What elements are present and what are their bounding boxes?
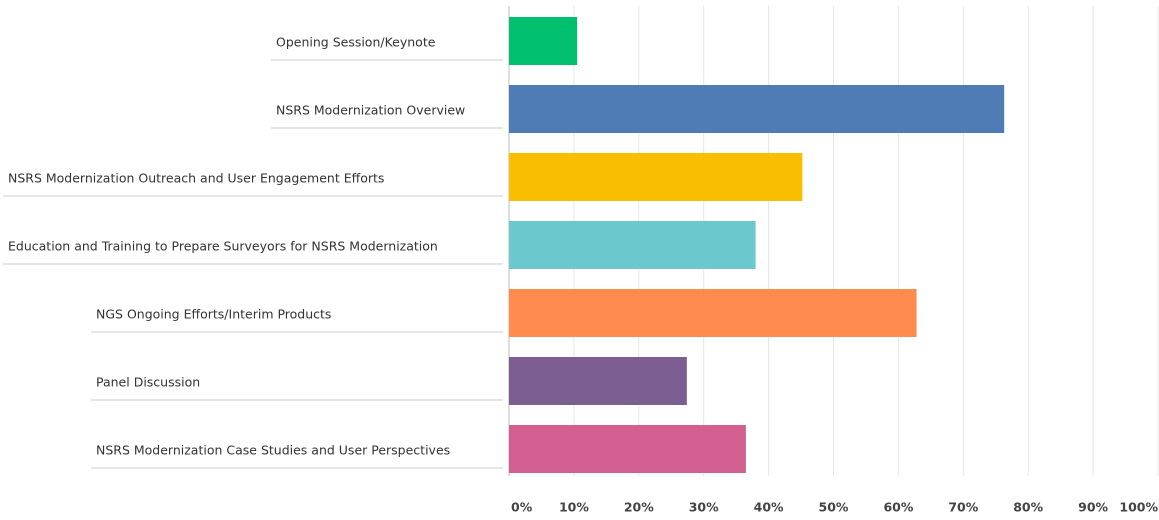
- bar: [509, 221, 756, 269]
- x-tick-label: 50%: [819, 500, 849, 515]
- bar: [509, 425, 746, 473]
- category-label: Opening Session/Keynote: [276, 35, 436, 50]
- bar: [509, 357, 687, 405]
- x-tick-label: 90%: [1078, 500, 1108, 515]
- category-label: NSRS Modernization Case Studies and User…: [96, 443, 450, 458]
- x-tick-label: 40%: [754, 500, 784, 515]
- x-tick-label: 100%: [1119, 500, 1158, 515]
- category-label: Panel Discussion: [96, 375, 200, 390]
- x-tick-label: 10%: [559, 500, 589, 515]
- x-tick-label: 30%: [689, 500, 719, 515]
- bar: [509, 85, 1005, 133]
- category-label: NSRS Modernization Outreach and User Eng…: [8, 171, 384, 186]
- bar: [509, 17, 578, 65]
- category-label: NGS Ongoing Efforts/Interim Products: [96, 307, 331, 322]
- x-tick-label: 80%: [1013, 500, 1043, 515]
- bar: [509, 153, 803, 201]
- bar: [509, 289, 917, 337]
- category-label: Education and Training to Prepare Survey…: [8, 239, 438, 254]
- category-label: NSRS Modernization Overview: [276, 103, 465, 118]
- x-tick-label: 20%: [624, 500, 654, 515]
- x-tick-label: 0%: [511, 500, 533, 515]
- x-tick-label: 60%: [883, 500, 913, 515]
- x-tick-label: 70%: [948, 500, 978, 515]
